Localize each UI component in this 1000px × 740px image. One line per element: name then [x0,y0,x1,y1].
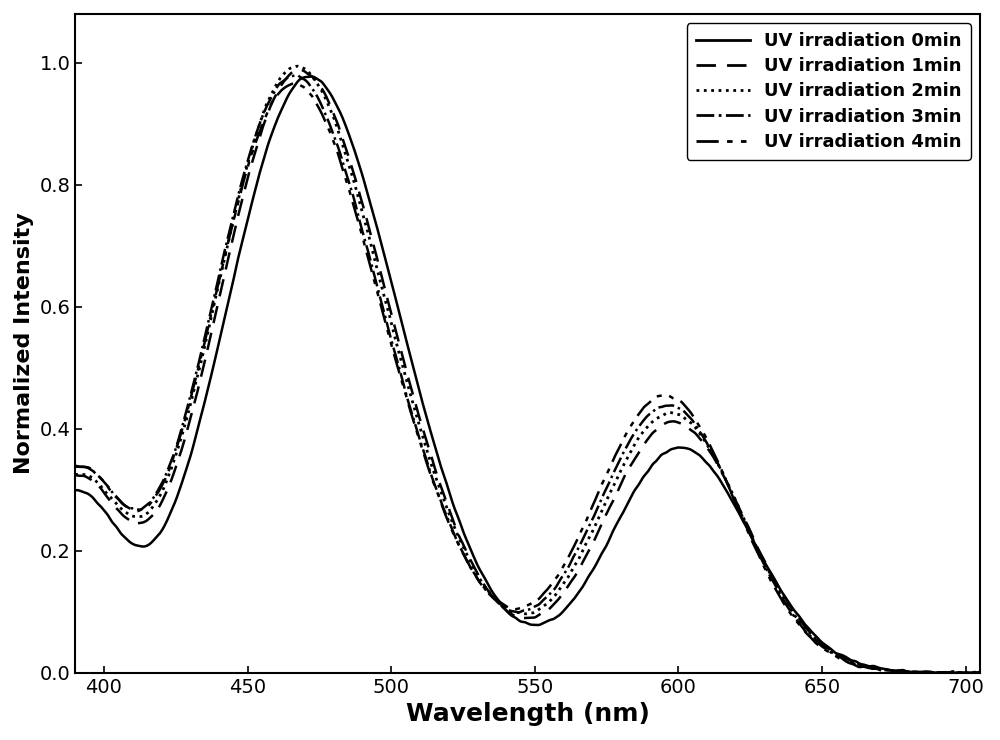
Line: UV irradiation 4min: UV irradiation 4min [75,84,980,673]
UV irradiation 4min [974,667,986,676]
UV irradiation 4min [849,661,861,670]
UV irradiation 2min [125,511,137,519]
Line: UV irradiation 3min: UV irradiation 3min [75,75,980,673]
UV irradiation 3min [125,504,137,513]
UV irradiation 0min [69,485,81,494]
UV irradiation 4min [125,505,137,514]
UV irradiation 0min [125,538,137,547]
UV irradiation 1min [620,470,632,479]
UV irradiation 3min [757,557,769,566]
UV irradiation 0min [596,549,608,558]
UV irradiation 2min [596,506,608,515]
UV irradiation 4min [620,431,632,440]
UV irradiation 3min [620,444,632,453]
UV irradiation 0min [849,657,861,666]
UV irradiation 3min [974,668,986,677]
Line: UV irradiation 1min: UV irradiation 1min [75,70,980,673]
X-axis label: Wavelength (nm): Wavelength (nm) [406,702,650,726]
UV irradiation 0min [974,669,986,678]
UV irradiation 1min [757,553,769,562]
UV irradiation 1min [849,658,861,667]
UV irradiation 3min [972,669,984,678]
UV irradiation 3min [647,407,659,416]
UV irradiation 0min [306,72,318,81]
UV irradiation 4min [596,480,608,489]
Y-axis label: Normalized Intensity: Normalized Intensity [14,212,34,474]
UV irradiation 3min [849,660,861,669]
Line: UV irradiation 0min: UV irradiation 0min [75,76,980,673]
UV irradiation 2min [956,669,968,678]
UV irradiation 0min [620,503,632,512]
UV irradiation 1min [125,517,137,525]
Legend: UV irradiation 0min, UV irradiation 1min, UV irradiation 2min, UV irradiation 3m: UV irradiation 0min, UV irradiation 1min… [687,23,971,160]
UV irradiation 4min [757,559,769,568]
UV irradiation 2min [757,555,769,564]
UV irradiation 4min [69,462,81,471]
Line: UV irradiation 2min: UV irradiation 2min [75,66,980,673]
UV irradiation 1min [69,471,81,480]
UV irradiation 4min [959,669,971,678]
UV irradiation 1min [951,669,963,678]
UV irradiation 2min [647,417,659,426]
UV irradiation 1min [295,66,307,75]
UV irradiation 3min [290,71,302,80]
UV irradiation 2min [291,61,303,70]
UV irradiation 2min [69,470,81,479]
UV irradiation 1min [974,668,986,677]
UV irradiation 2min [620,457,632,466]
UV irradiation 0min [757,554,769,563]
UV irradiation 1min [596,519,608,528]
UV irradiation 4min [647,395,659,404]
UV irradiation 2min [849,659,861,668]
UV irradiation 2min [974,668,986,677]
UV irradiation 3min [69,461,81,470]
UV irradiation 0min [647,460,659,469]
UV irradiation 4min [288,79,300,88]
UV irradiation 3min [596,494,608,503]
UV irradiation 1min [647,428,659,437]
